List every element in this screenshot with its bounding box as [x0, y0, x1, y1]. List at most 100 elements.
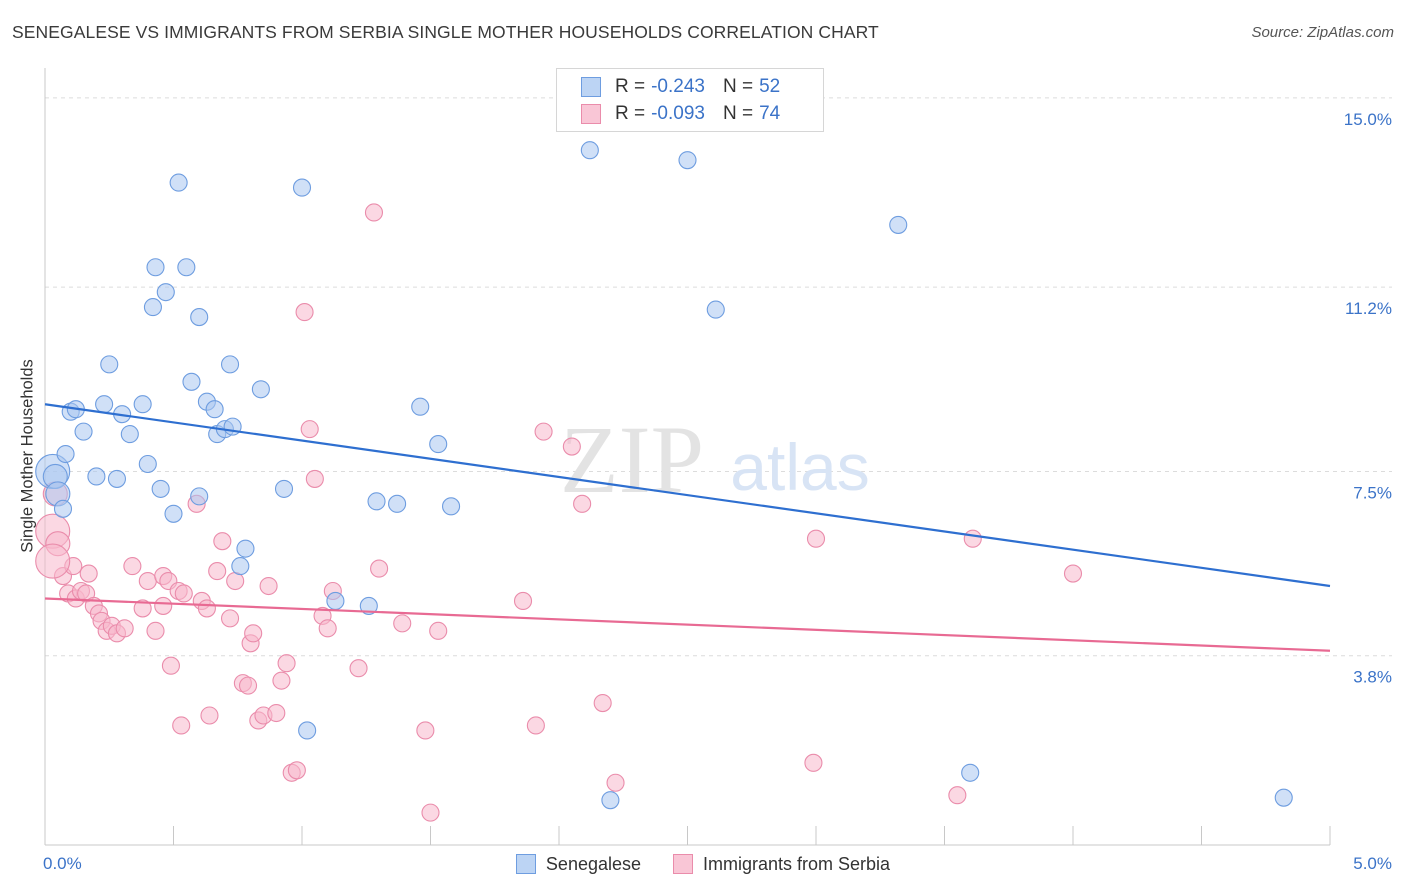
data-point-serbia — [421, 803, 440, 822]
legend-swatch-serbia — [581, 104, 601, 124]
watermark: ZIP atlas — [560, 406, 870, 513]
data-point-senegalese — [100, 355, 119, 374]
data-point-senegalese — [236, 539, 255, 558]
legend-r-label: R = — [615, 76, 646, 97]
data-point-serbia — [318, 619, 337, 638]
data-point-senegalese — [601, 791, 620, 810]
legend-label-senegalese: Senegalese — [545, 853, 642, 874]
data-point-serbia — [259, 576, 278, 596]
data-point-senegalese — [182, 372, 201, 391]
y-tick-label: 7.5% — [1353, 483, 1392, 502]
data-point-serbia — [593, 694, 612, 713]
data-point-serbia — [267, 703, 286, 723]
data-point-senegalese — [95, 395, 114, 414]
data-point-senegalese — [292, 178, 312, 197]
x-tick-label: 5.0% — [1353, 854, 1392, 873]
data-point-senegalese — [164, 504, 183, 523]
series-legend: Senegalese Immigrants from Serbia — [0, 852, 1406, 876]
data-point-serbia — [513, 591, 533, 611]
correlation-legend: R = -0.243 N = 52 R = -0.093 N = 74 — [556, 68, 824, 132]
data-point-serbia — [200, 706, 219, 725]
y-tick-label: 15.0% — [1344, 110, 1392, 129]
legend-swatch-senegalese — [581, 77, 601, 97]
legend-row-serbia: R = -0.093 N = 74 — [581, 102, 780, 126]
data-point-serbia — [606, 773, 625, 792]
data-point-senegalese — [359, 596, 378, 615]
legend-r-value: -0.093 — [651, 103, 705, 124]
data-point-serbia — [161, 656, 180, 675]
data-point-senegalese — [74, 422, 93, 441]
data-point-senegalese — [56, 444, 75, 464]
data-point-serbia — [416, 721, 435, 740]
data-point-serbia — [172, 716, 191, 735]
legend-n-value: 74 — [759, 103, 781, 124]
data-point-serbia — [213, 532, 232, 551]
data-point-serbia — [79, 564, 98, 583]
data-point-senegalese — [580, 141, 599, 160]
trend-line-serbia — [44, 597, 1331, 652]
watermark-atlas: atlas — [730, 430, 869, 504]
data-point-senegalese — [87, 467, 106, 486]
data-point-senegalese — [143, 298, 162, 317]
y-axis-label: Single Mother Households — [18, 359, 37, 553]
data-point-senegalese — [1274, 788, 1293, 807]
data-point-serbia — [238, 676, 258, 695]
data-point-serbia — [1063, 564, 1083, 583]
data-point-serbia — [573, 494, 592, 513]
data-point-serbia — [300, 420, 319, 439]
data-point-serbia — [963, 529, 982, 548]
data-point-serbia — [804, 753, 823, 772]
series-serbia-points — [35, 203, 1083, 822]
legend-item-senegalese[interactable]: Senegalese — [515, 853, 642, 875]
data-point-senegalese — [411, 397, 430, 416]
data-point-senegalese — [177, 258, 196, 277]
data-point-serbia — [138, 571, 157, 591]
data-point-serbia — [133, 599, 152, 618]
legend-row-senegalese: R = -0.243 N = 52 — [581, 75, 780, 99]
data-point-senegalese — [138, 454, 157, 474]
x-tick-label: 0.0% — [43, 854, 82, 873]
data-point-serbia — [429, 621, 448, 640]
data-point-serbia — [287, 761, 306, 780]
data-point-senegalese — [205, 400, 224, 419]
data-point-senegalese — [442, 497, 461, 516]
legend-r-label: R = — [615, 103, 646, 124]
data-point-serbia — [277, 654, 296, 673]
data-point-serbia — [526, 716, 545, 735]
y-tick-label: 3.8% — [1353, 668, 1392, 687]
legend-swatch-serbia — [673, 854, 694, 874]
data-point-senegalese — [889, 215, 908, 234]
data-point-serbia — [393, 614, 412, 633]
data-point-senegalese — [678, 151, 697, 170]
data-point-serbia — [806, 529, 826, 548]
data-point-serbia — [305, 469, 324, 488]
data-point-senegalese — [151, 479, 170, 498]
data-point-senegalese — [298, 721, 317, 740]
legend-n-label: N = — [722, 76, 754, 97]
legend-n-value: 52 — [759, 76, 781, 97]
data-point-senegalese — [120, 425, 139, 444]
data-point-serbia — [948, 786, 967, 805]
data-point-serbia — [244, 624, 263, 643]
data-point-senegalese — [367, 492, 386, 511]
data-point-senegalese — [220, 355, 240, 374]
legend-item-serbia[interactable]: Immigrants from Serbia — [673, 854, 890, 875]
data-point-senegalese — [706, 300, 725, 319]
data-point-serbia — [272, 671, 291, 690]
data-point-serbia — [295, 303, 314, 322]
data-point-senegalese — [190, 308, 209, 327]
data-point-senegalese — [146, 258, 165, 277]
data-point-serbia — [174, 584, 193, 603]
data-point-serbia — [197, 599, 216, 618]
data-point-serbia — [146, 621, 165, 640]
data-point-serbia — [123, 557, 142, 576]
data-point-serbia — [370, 559, 389, 578]
data-point-senegalese — [388, 494, 407, 513]
data-point-serbia — [349, 659, 368, 678]
data-point-serbia — [220, 609, 240, 628]
chart-title: SENEGALESE VS IMMIGRANTS FROM SERBIA SIN… — [12, 22, 879, 42]
trend-lines — [44, 403, 1331, 652]
data-point-senegalese — [231, 557, 250, 576]
data-point-senegalese — [274, 479, 294, 498]
data-point-senegalese — [133, 395, 152, 414]
